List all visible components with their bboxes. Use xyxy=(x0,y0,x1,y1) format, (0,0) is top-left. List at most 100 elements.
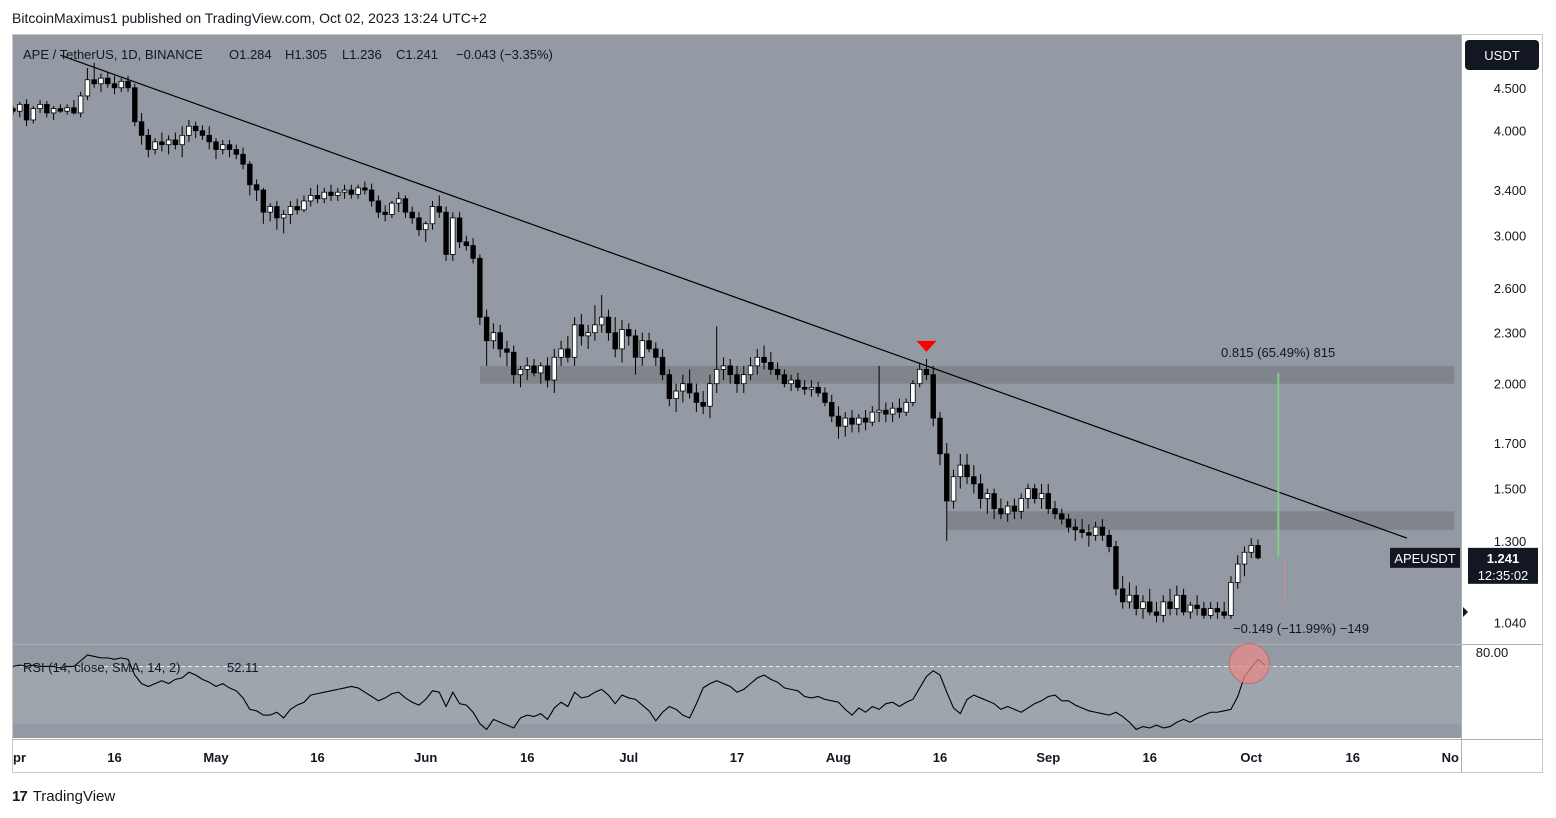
footer-brand[interactable]: TradingView xyxy=(32,788,116,805)
candle-body-46 xyxy=(321,191,327,200)
price-tick-2: 3.400 xyxy=(1494,183,1527,198)
candle-body-130 xyxy=(889,407,896,415)
candle-body-107 xyxy=(734,374,740,385)
candle-body-23 xyxy=(165,139,172,146)
candle-body-41 xyxy=(287,206,294,215)
candle-body-162 xyxy=(1106,534,1112,547)
candle-body-142 xyxy=(971,476,977,485)
candle-body-18 xyxy=(132,87,138,123)
candle-body-35 xyxy=(247,163,253,186)
candle-body-145 xyxy=(991,493,997,510)
price-tick-0: 4.500 xyxy=(1494,81,1527,96)
candle-body-0 xyxy=(13,108,16,112)
candle-body-128 xyxy=(876,409,882,413)
candle-body-21 xyxy=(152,141,158,150)
time-tick-3: 16 xyxy=(310,750,324,765)
candle-body-43 xyxy=(301,200,307,211)
symbol-label: APEUSDT xyxy=(1394,551,1455,566)
candle-body-85 xyxy=(585,332,591,337)
time-tick-4: Jun xyxy=(414,750,437,765)
price-axis xyxy=(1461,35,1542,739)
chart-frame: 0.815 (65.49%) 815 −0.149 (−11.99%) −149 A… xyxy=(12,34,1543,773)
time-tick-11: 16 xyxy=(1143,750,1157,765)
candle-body-109 xyxy=(747,365,754,376)
candle-body-144 xyxy=(984,493,991,499)
candle-body-149 xyxy=(1018,498,1024,512)
candle-body-119 xyxy=(815,386,821,394)
candle-body-31 xyxy=(220,144,226,150)
candle-body-120 xyxy=(822,392,828,403)
legend-high: H1.305 xyxy=(285,47,327,62)
candle-body-136 xyxy=(930,374,936,419)
candle-body-143 xyxy=(977,483,984,499)
tradingview-logo-icon[interactable]: 17 xyxy=(12,788,28,805)
candle-body-74 xyxy=(511,351,517,376)
candle-body-15 xyxy=(111,83,118,89)
candle-body-82 xyxy=(565,348,571,358)
candle-body-112 xyxy=(768,362,774,370)
legend-change: −0.043 (−3.35%) xyxy=(456,47,553,62)
candle-body-60 xyxy=(416,217,422,231)
rsi-highlight-circle xyxy=(1228,643,1270,685)
price-tick-8: 1.500 xyxy=(1494,482,1527,497)
candle-body-17 xyxy=(125,80,131,89)
candle-body-129 xyxy=(883,409,889,415)
candle-body-108 xyxy=(741,374,747,385)
candle-body-155 xyxy=(1059,513,1065,520)
candle-body-132 xyxy=(903,402,909,413)
candle-body-52 xyxy=(362,187,368,191)
chart-svg[interactable]: 0.815 (65.49%) 815 −0.149 (−11.99%) −149 A… xyxy=(13,35,1542,772)
candle-body-12 xyxy=(91,79,97,85)
candle-body-159 xyxy=(1086,532,1092,536)
candle-body-163 xyxy=(1113,546,1119,590)
candle-body-10 xyxy=(77,95,84,114)
candle-body-166 xyxy=(1133,594,1139,609)
time-tick-2: May xyxy=(203,750,229,765)
candle-body-77 xyxy=(531,365,537,374)
rsi-legend-label: RSI (14, close, SMA, 14, 2) xyxy=(23,660,181,675)
candle-body-179 xyxy=(1221,611,1227,616)
candle-body-91 xyxy=(626,329,632,337)
candle-body-6 xyxy=(50,108,57,114)
candle-body-141 xyxy=(964,464,970,478)
time-tick-7: 17 xyxy=(730,750,744,765)
time-tick-13: 16 xyxy=(1346,750,1360,765)
price-tick-10: 1.040 xyxy=(1494,615,1527,630)
candle-body-133 xyxy=(910,383,916,403)
candle-body-101 xyxy=(693,392,700,403)
candle-body-56 xyxy=(389,202,395,215)
footer: 17 TradingView xyxy=(12,788,115,805)
candle-body-79 xyxy=(544,365,551,381)
candle-body-96 xyxy=(659,356,666,376)
time-tick-0: pr xyxy=(13,750,26,765)
candle-body-61 xyxy=(423,223,429,231)
candle-body-160 xyxy=(1092,526,1099,536)
candle-body-121 xyxy=(829,402,835,417)
time-tick-1: 16 xyxy=(107,750,121,765)
last-price: 1.241 xyxy=(1487,551,1520,566)
rsi-line xyxy=(13,654,1266,731)
candle-body-19 xyxy=(138,121,145,136)
candle-body-22 xyxy=(159,141,165,146)
candle-body-66 xyxy=(456,217,463,243)
candle-body-65 xyxy=(450,217,456,255)
candle-body-42 xyxy=(294,206,300,211)
candle-body-75 xyxy=(517,368,524,376)
candle-body-97 xyxy=(666,374,673,399)
candle-body-36 xyxy=(253,184,260,191)
candle-body-86 xyxy=(592,324,598,334)
candle-body-40 xyxy=(280,214,287,219)
candle-body-153 xyxy=(1045,493,1051,510)
support-zone-0 xyxy=(479,365,1455,384)
red-triangle-marker xyxy=(916,340,937,352)
time-tick-5: 16 xyxy=(520,750,534,765)
candle-body-139 xyxy=(950,476,957,502)
candle-body-169 xyxy=(1153,611,1160,616)
candle-body-76 xyxy=(524,365,530,370)
candle-body-13 xyxy=(98,77,104,85)
candle-body-59 xyxy=(409,211,415,219)
candle-body-173 xyxy=(1180,594,1187,613)
legend-close: C1.241 xyxy=(396,47,438,62)
scroll-right-icon xyxy=(1463,606,1468,617)
candle-body-100 xyxy=(686,383,693,394)
